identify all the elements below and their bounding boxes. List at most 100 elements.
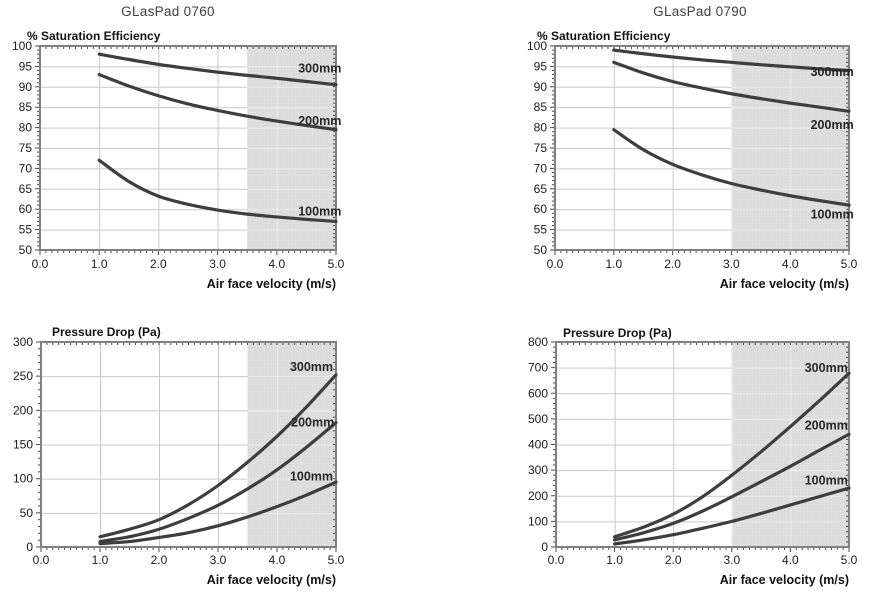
y-tick-label: 65	[19, 182, 33, 196]
chart-saturation-efficiency-0760: 300mm 200mm 100mm 0.0 1.0 2.0 3.0 4.0 5.0 50 55 60 6…	[0, 0, 437, 300]
x-tick-label: 1.0	[606, 553, 623, 567]
y-tick-label: 90	[534, 80, 548, 94]
series-label-300mm: 300mm	[290, 360, 333, 374]
x-tick-label: 4.0	[782, 257, 799, 271]
pressure-drop-0790-plot: 300mm 200mm 100mm 0.0 1.0 2.0 3.0 4.0 5.0 0 100 200…	[528, 326, 858, 587]
x-axis-title: Air face velocity (m/s)	[720, 573, 849, 587]
y-tick-label: 60	[534, 202, 548, 216]
y-tick-label: 250	[13, 369, 33, 383]
x-tick-label: 3.0	[723, 553, 740, 567]
product-title-0790: GLasPad 0790	[653, 4, 747, 19]
curve-300mm	[612, 48, 851, 73]
series-label-300mm: 300mm	[811, 65, 854, 79]
series-label-300mm: 300mm	[298, 62, 341, 76]
y-tick-label: 65	[534, 182, 548, 196]
chart-y-axis-header: % Saturation Efficiency	[537, 29, 671, 43]
curve-200mm	[613, 432, 851, 542]
y-tick-label: 50	[19, 243, 33, 257]
x-tick-label: 4.0	[269, 553, 286, 567]
y-tick-label: 50	[534, 243, 548, 257]
y-tick-label: 90	[19, 80, 33, 94]
y-tick-label: 55	[534, 223, 548, 237]
y-tick-label: 60	[19, 202, 33, 216]
x-tick-label: 3.0	[209, 257, 226, 271]
x-tick-label: 2.0	[151, 553, 168, 567]
y-tick-label: 400	[528, 438, 548, 452]
series-label-100mm: 100mm	[811, 208, 854, 222]
grid-on-shade	[731, 46, 849, 250]
curve-200mm	[97, 72, 338, 132]
chart-y-axis-header: Pressure Drop (Pa)	[52, 325, 161, 339]
series-label-200mm: 200mm	[811, 118, 854, 132]
y-tick-label: 85	[19, 100, 33, 114]
y-tick-label: 100	[13, 472, 33, 486]
x-tick-label: 1.0	[91, 257, 108, 271]
plot-border	[554, 45, 850, 251]
product-title-0760: GLasPad 0760	[121, 4, 215, 19]
series-label-300mm: 300mm	[805, 361, 848, 375]
x-tick-label: 2.0	[665, 553, 682, 567]
x-axis-title: Air face velocity (m/s)	[207, 277, 336, 291]
x-tick-label: 5.0	[841, 553, 858, 567]
y-tick-label: 70	[19, 161, 33, 175]
plot-border	[555, 341, 850, 548]
y-tick-label: 80	[19, 121, 33, 135]
y-tick-label: 95	[534, 59, 548, 73]
y-tick-label: 70	[534, 161, 548, 175]
x-tick-label: 1.0	[92, 553, 109, 567]
x-tick-label: 3.0	[723, 257, 740, 271]
series-label-100mm: 100mm	[290, 469, 333, 483]
y-tick-label: 200	[528, 489, 548, 503]
curve-100mm	[612, 128, 851, 207]
x-tick-label: 0.0	[33, 553, 50, 567]
y-tick-label: 150	[13, 438, 33, 452]
curve-200mm	[612, 60, 851, 113]
y-tick-label: 700	[528, 361, 548, 375]
x-tick-label: 2.0	[150, 257, 167, 271]
saturation-efficiency-0760-plot: 300mm 200mm 100mm 0.0 1.0 2.0 3.0 4.0 5.0 50 55 60 6…	[12, 29, 345, 291]
curve-300mm	[613, 371, 851, 539]
chart-y-axis-header: % Saturation Efficiency	[27, 29, 161, 43]
curve-100mm	[613, 486, 851, 546]
y-tick-label: 55	[19, 223, 33, 237]
y-tick-label: 0	[26, 540, 33, 554]
y-tick-label: 75	[534, 141, 548, 155]
x-tick-label: 4.0	[268, 257, 285, 271]
curve-300mm	[98, 373, 338, 539]
saturation-efficiency-0790-plot: 300mm 200mm 100mm 0.0 1.0 2.0 3.0 4.0 5.0 50 55 60 6…	[527, 29, 858, 291]
x-tick-label: 1.0	[605, 257, 622, 271]
curve-200mm	[98, 421, 338, 544]
y-tick-label: 0	[541, 540, 548, 554]
x-tick-label: 5.0	[841, 257, 858, 271]
plot-border	[40, 341, 337, 548]
y-tick-label: 200	[13, 403, 33, 417]
x-tick-label: 0.0	[548, 553, 565, 567]
y-tick-label: 300	[13, 335, 33, 349]
y-tick-label: 75	[19, 141, 33, 155]
y-tick-label: 500	[528, 412, 548, 426]
x-tick-label: 5.0	[328, 257, 345, 271]
x-tick-label: 2.0	[664, 257, 681, 271]
series-label-200mm: 200mm	[291, 415, 334, 429]
series-label-100mm: 100mm	[805, 474, 848, 488]
x-tick-label: 4.0	[782, 553, 799, 567]
y-tick-label: 100	[527, 39, 547, 53]
x-axis-title: Air face velocity (m/s)	[207, 573, 336, 587]
curve-100mm	[98, 480, 338, 546]
y-tick-label: 80	[534, 121, 548, 135]
y-tick-label: 800	[528, 335, 548, 349]
curve-100mm	[97, 158, 338, 224]
x-tick-label: 3.0	[210, 553, 227, 567]
x-axis-title: Air face velocity (m/s)	[720, 277, 849, 291]
pressure-drop-0760-plot: 300mm 200mm 100mm 0.0 1.0 2.0 3.0 4.0 5.0 0 50 100 1…	[13, 325, 345, 587]
y-tick-label: 95	[19, 59, 33, 73]
y-tick-label: 85	[534, 100, 548, 114]
y-tick-label: 600	[528, 386, 548, 400]
series-label-100mm: 100mm	[298, 205, 341, 219]
y-tick-label: 50	[20, 506, 34, 520]
x-tick-label: 0.0	[32, 257, 49, 271]
x-tick-label: 5.0	[328, 553, 345, 567]
chart-saturation-efficiency-0790: 300mm 200mm 100mm 0.0 1.0 2.0 3.0 4.0 5.0 50 55 60 6…	[437, 0, 875, 300]
series-label-200mm: 200mm	[805, 418, 848, 432]
